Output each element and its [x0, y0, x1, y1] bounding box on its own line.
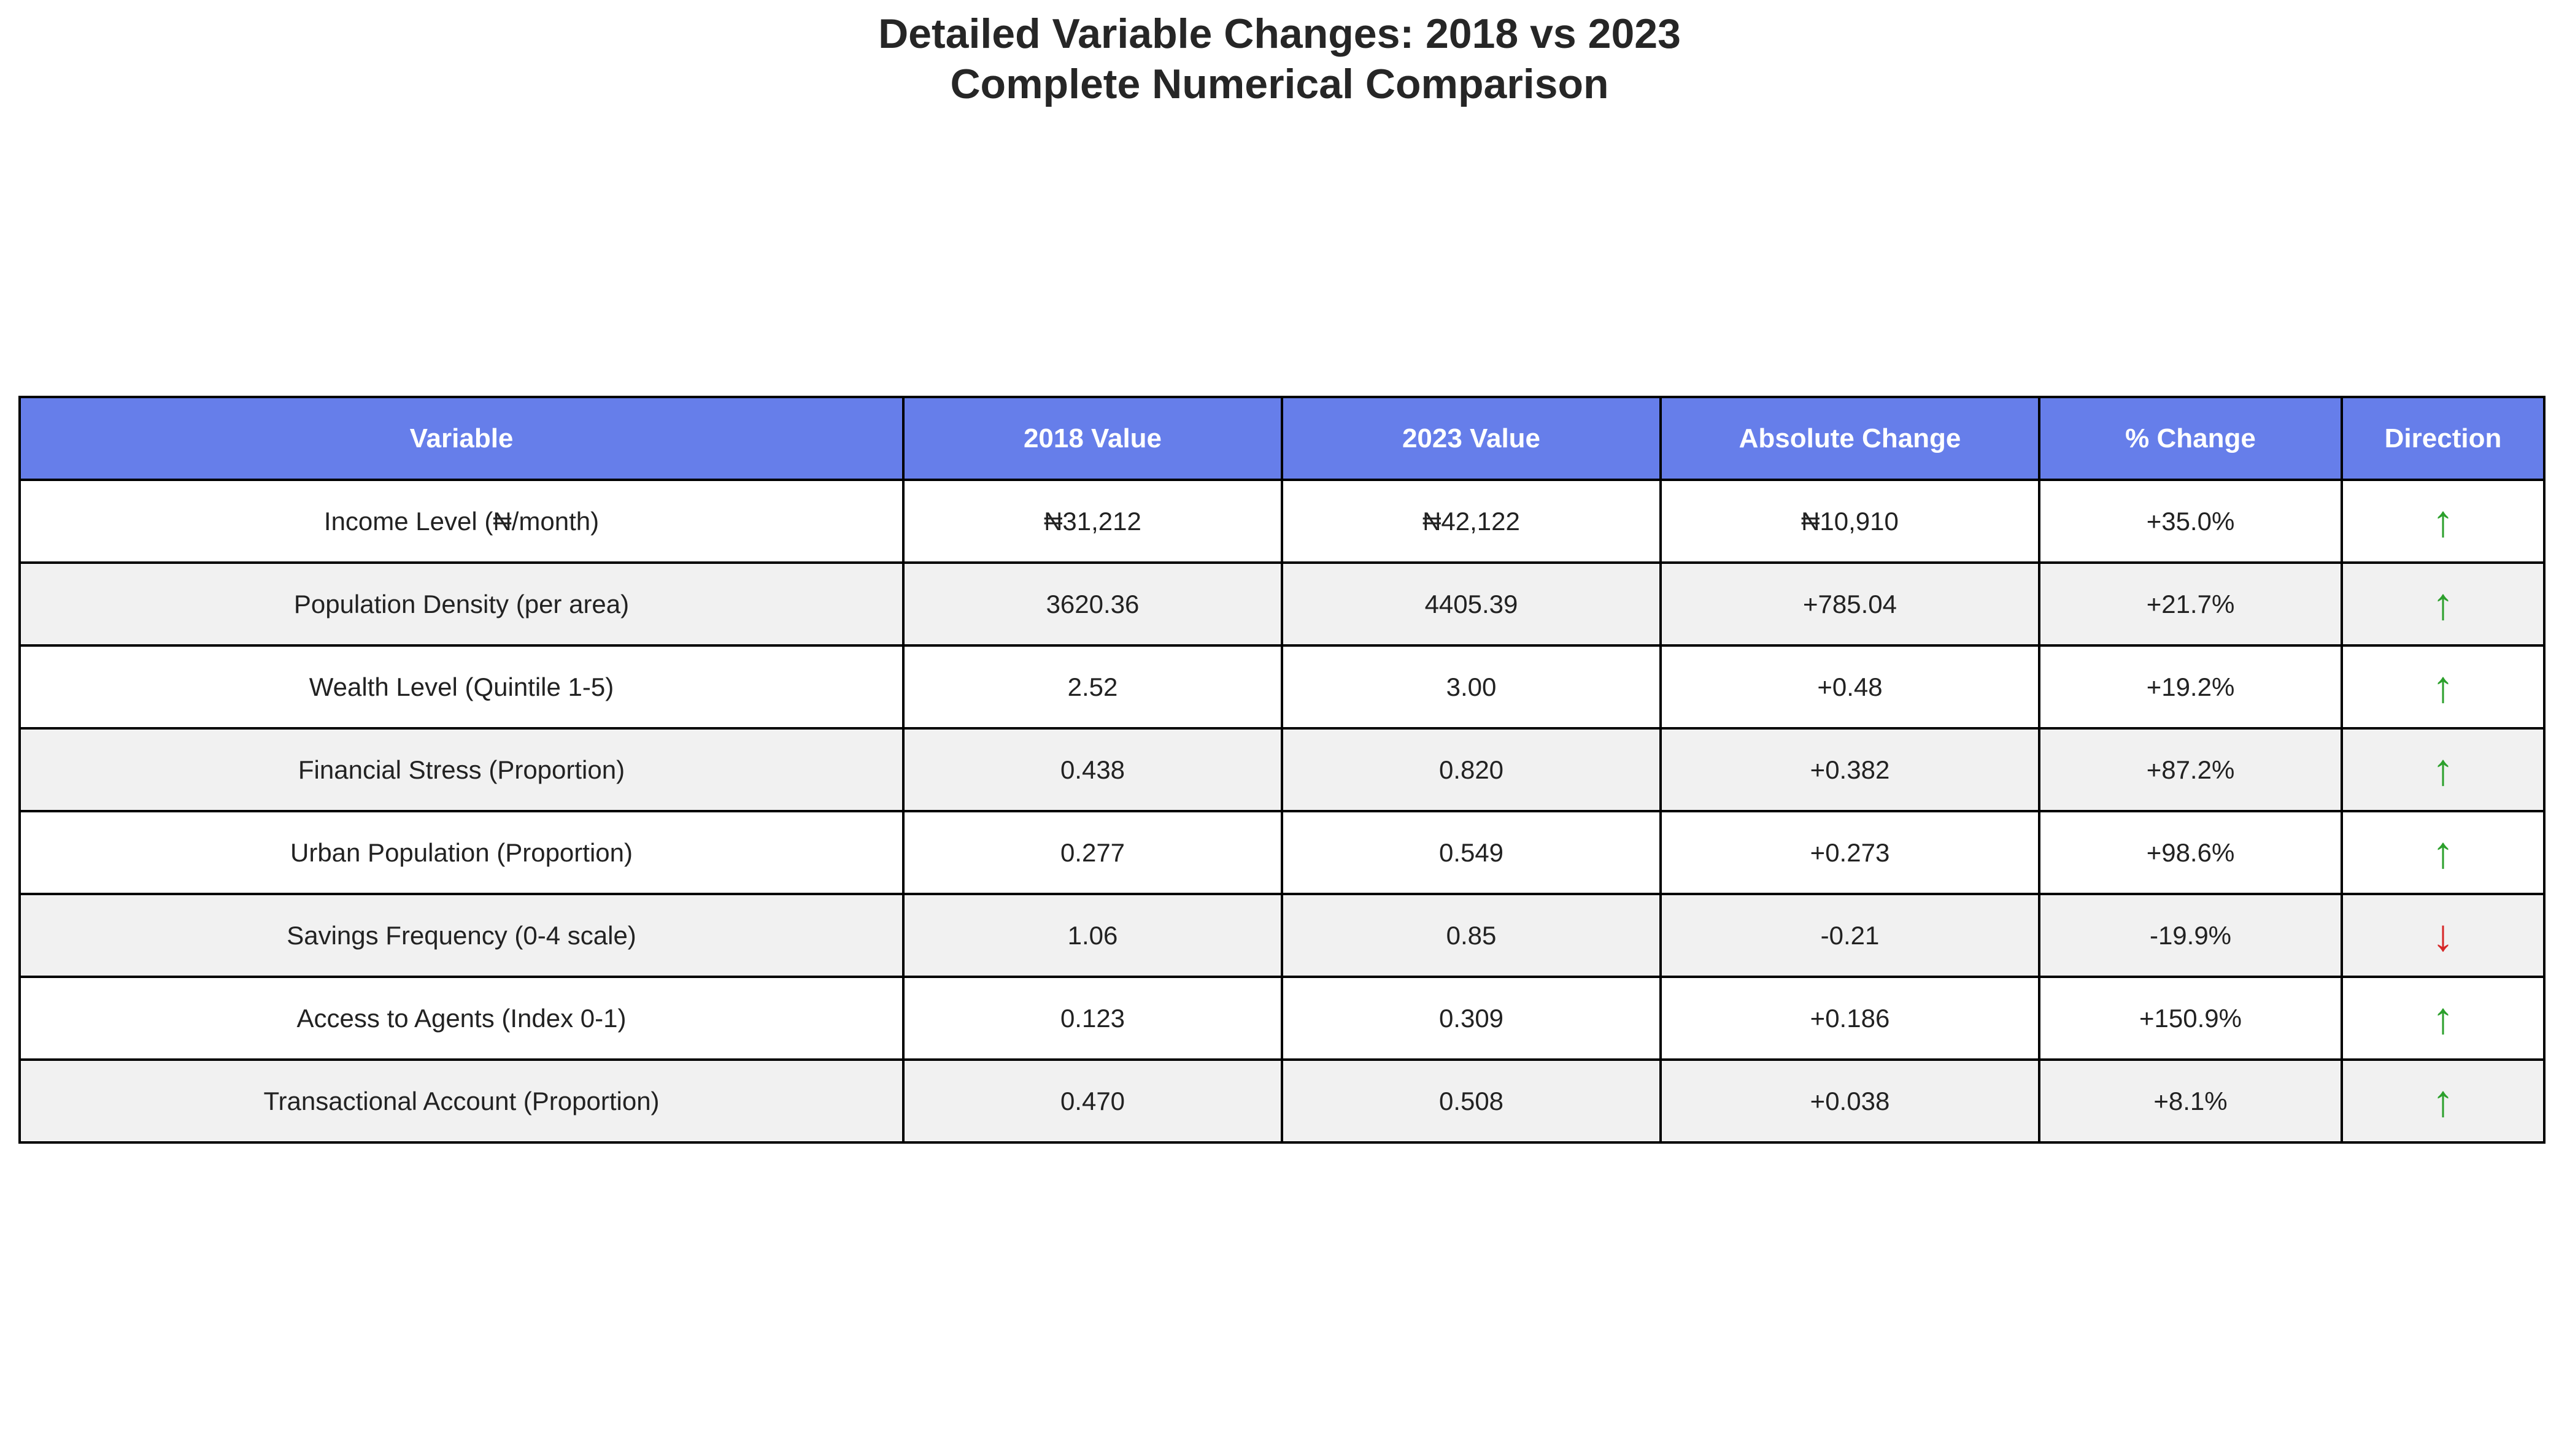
cell-variable: Financial Stress (Proportion): [18, 727, 905, 812]
cell-variable: Urban Population (Proportion): [18, 810, 905, 895]
arrow-up-icon: ↑: [2341, 976, 2545, 1061]
cell-absolute-change: +0.273: [1659, 810, 2040, 895]
cell-variable: Income Level (₦/month): [18, 479, 905, 564]
chart-subtitle-line-2: Complete Numerical Comparison: [950, 61, 1609, 107]
arrow-up-icon: ↑: [2341, 810, 2545, 895]
comparison-table: Variable 2018 Value 2023 Value Absolute …: [18, 396, 2545, 1144]
table-row: Savings Frequency (0-4 scale) 1.06 0.85 …: [18, 893, 2545, 978]
cell-absolute-change: ₦10,910: [1659, 479, 2040, 564]
cell-percent-change: +21.7%: [2038, 561, 2343, 647]
arrow-up-icon: ↑: [2341, 727, 2545, 812]
header-2023-value: 2023 Value: [1281, 396, 1662, 481]
cell-variable: Access to Agents (Index 0-1): [18, 976, 905, 1061]
cell-2018-value: 0.438: [902, 727, 1283, 812]
arrow-up-icon: ↑: [2341, 561, 2545, 647]
cell-2023-value: 0.508: [1281, 1058, 1662, 1144]
cell-2023-value: 3.00: [1281, 644, 1662, 730]
cell-percent-change: +87.2%: [2038, 727, 2343, 812]
header-variable: Variable: [18, 396, 905, 481]
header-percent-change: % Change: [2038, 396, 2343, 481]
cell-percent-change: +150.9%: [2038, 976, 2343, 1061]
cell-2023-value: ₦42,122: [1281, 479, 1662, 564]
table-row: Transactional Account (Proportion) 0.470…: [18, 1058, 2545, 1144]
cell-2023-value: 4405.39: [1281, 561, 1662, 647]
arrow-down-icon: ↓: [2341, 893, 2545, 978]
arrow-up-icon: ↑: [2341, 479, 2545, 564]
cell-percent-change: -19.9%: [2038, 893, 2343, 978]
cell-2023-value: 0.549: [1281, 810, 1662, 895]
chart-title-line-1: Detailed Variable Changes: 2018 vs 2023: [878, 10, 1681, 57]
cell-absolute-change: -0.21: [1659, 893, 2040, 978]
cell-absolute-change: +785.04: [1659, 561, 2040, 647]
cell-2023-value: 0.309: [1281, 976, 1662, 1061]
table-row: Income Level (₦/month) ₦31,212 ₦42,122 ₦…: [18, 479, 2545, 564]
cell-2018-value: 0.470: [902, 1058, 1283, 1144]
cell-variable: Wealth Level (Quintile 1-5): [18, 644, 905, 730]
cell-variable: Transactional Account (Proportion): [18, 1058, 905, 1144]
table-row: Wealth Level (Quintile 1-5) 2.52 3.00 +0…: [18, 644, 2545, 730]
cell-percent-change: +8.1%: [2038, 1058, 2343, 1144]
cell-2018-value: 1.06: [902, 893, 1283, 978]
comparison-table-container: Variable 2018 Value 2023 Value Absolute …: [18, 396, 2545, 1144]
cell-absolute-change: +0.038: [1659, 1058, 2040, 1144]
cell-2018-value: 0.123: [902, 976, 1283, 1061]
header-2018-value: 2018 Value: [902, 396, 1283, 481]
cell-absolute-change: +0.48: [1659, 644, 2040, 730]
cell-2018-value: ₦31,212: [902, 479, 1283, 564]
cell-percent-change: +35.0%: [2038, 479, 2343, 564]
cell-absolute-change: +0.382: [1659, 727, 2040, 812]
cell-variable: Savings Frequency (0-4 scale): [18, 893, 905, 978]
arrow-up-icon: ↑: [2341, 1058, 2545, 1144]
header-direction: Direction: [2341, 396, 2545, 481]
table-row: Financial Stress (Proportion) 0.438 0.82…: [18, 727, 2545, 812]
arrow-up-icon: ↑: [2341, 644, 2545, 730]
table-row: Population Density (per area) 3620.36 44…: [18, 561, 2545, 647]
table-row: Urban Population (Proportion) 0.277 0.54…: [18, 810, 2545, 895]
table-header-row: Variable 2018 Value 2023 Value Absolute …: [18, 396, 2545, 481]
cell-percent-change: +19.2%: [2038, 644, 2343, 730]
cell-2023-value: 0.820: [1281, 727, 1662, 812]
header-absolute-change: Absolute Change: [1659, 396, 2040, 481]
chart-title: Detailed Variable Changes: 2018 vs 2023 …: [0, 9, 2559, 109]
cell-percent-change: +98.6%: [2038, 810, 2343, 895]
table-row: Access to Agents (Index 0-1) 0.123 0.309…: [18, 976, 2545, 1061]
cell-2018-value: 2.52: [902, 644, 1283, 730]
cell-2018-value: 3620.36: [902, 561, 1283, 647]
cell-2018-value: 0.277: [902, 810, 1283, 895]
cell-variable: Population Density (per area): [18, 561, 905, 647]
cell-2023-value: 0.85: [1281, 893, 1662, 978]
cell-absolute-change: +0.186: [1659, 976, 2040, 1061]
